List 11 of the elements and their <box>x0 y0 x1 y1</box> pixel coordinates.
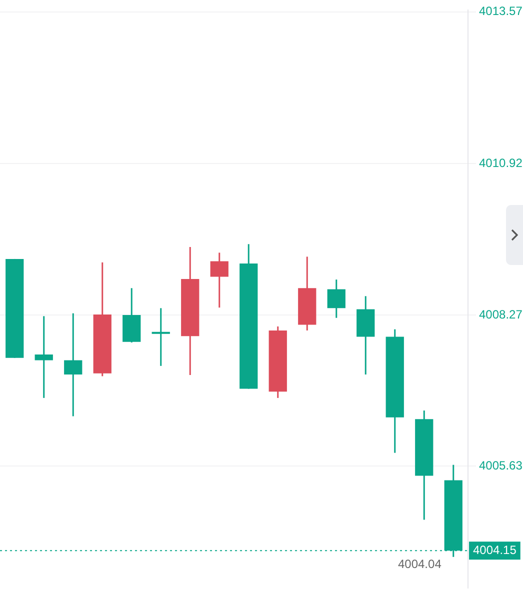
annotation: 4004.04 <box>398 557 442 572</box>
y-tick-label: 4005.63 <box>479 458 523 472</box>
y-tick-label: 4013.57 <box>479 4 523 18</box>
candlestick <box>34 315 53 399</box>
candlestick <box>152 307 170 367</box>
y-tick-label: 4010.92 <box>479 156 523 170</box>
candlestick <box>327 278 346 319</box>
ref-line-label: 4004.15 <box>473 542 517 557</box>
candlestick <box>64 312 82 417</box>
candlestick <box>210 252 228 308</box>
y-tick-label: 4008.27 <box>479 307 523 322</box>
